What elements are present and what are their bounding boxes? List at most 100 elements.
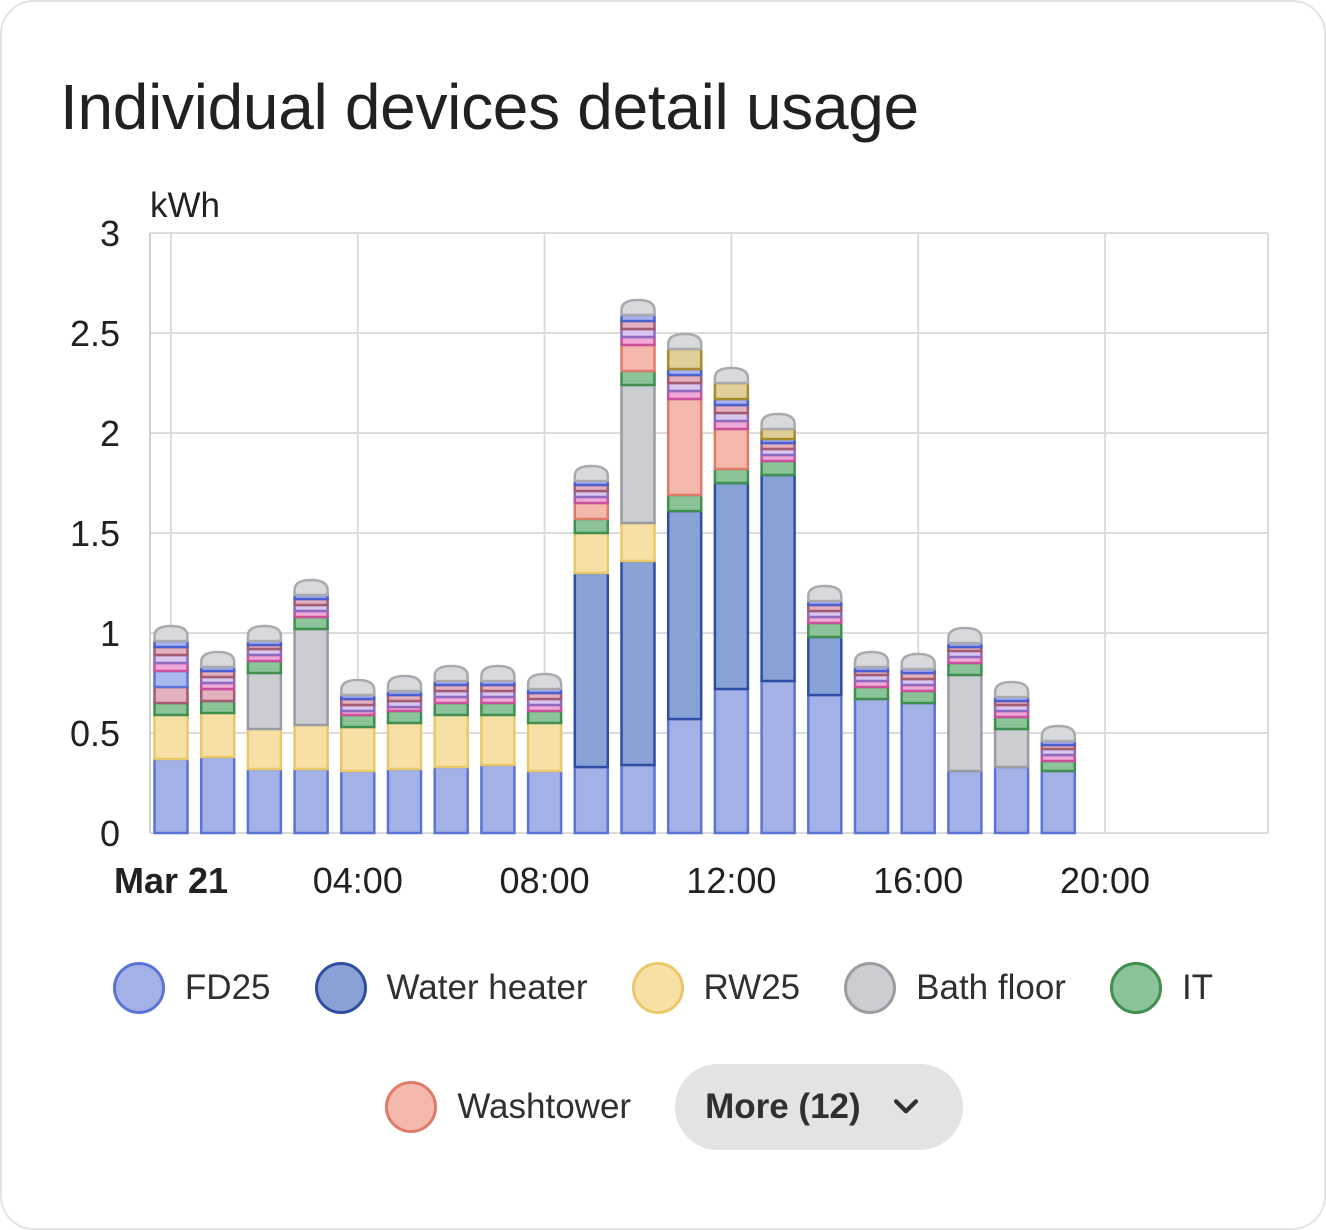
bar-segment-it[interactable]: [1040, 759, 1077, 773]
bar-segment-it[interactable]: [433, 701, 469, 717]
bar-segment-water-heater[interactable]: [760, 473, 796, 683]
bar-segment-other-a[interactable]: [153, 685, 189, 705]
bar-segment-fd25[interactable]: [340, 769, 376, 835]
bar-segment-water-heater[interactable]: [573, 571, 610, 769]
legend-item-bath-floor[interactable]: Bath floor: [844, 962, 1066, 1014]
bar-segment-it[interactable]: [760, 459, 796, 477]
bar-segment-cap[interactable]: [340, 678, 376, 697]
bar-segment-bath-floor[interactable]: [246, 671, 283, 731]
bar-segment-water-heater[interactable]: [807, 635, 843, 697]
bar-stack-0000[interactable]: [153, 624, 189, 835]
bar-segment-fd25[interactable]: [947, 769, 983, 835]
bar-segment-cap[interactable]: [246, 624, 283, 643]
bar-stack-1000[interactable]: [620, 298, 656, 835]
bar-segment-it[interactable]: [480, 701, 516, 717]
bar-segment-it[interactable]: [993, 715, 1030, 731]
bar-segment-rw25[interactable]: [246, 727, 283, 771]
bar-segment-fd25[interactable]: [433, 765, 469, 835]
bar-stack-0600[interactable]: [433, 664, 469, 835]
bar-segment-fd25[interactable]: [526, 769, 563, 835]
bar-stack-0100[interactable]: [199, 650, 236, 835]
bar-segment-it[interactable]: [947, 661, 983, 677]
bar-stack-0300[interactable]: [293, 578, 329, 835]
bar-segment-it[interactable]: [620, 369, 656, 387]
bar-segment-cap[interactable]: [993, 680, 1030, 699]
legend-item-fd25[interactable]: FD25: [112, 962, 271, 1014]
bar-segment-rw25[interactable]: [620, 521, 656, 563]
bar-segment-it[interactable]: [340, 713, 376, 729]
bar-segment-cap[interactable]: [760, 412, 796, 431]
bar-segment-it[interactable]: [900, 689, 936, 705]
bar-segment-rw25[interactable]: [573, 531, 610, 575]
bar-segment-washtower[interactable]: [666, 397, 703, 497]
bar-stack-0400[interactable]: [340, 678, 376, 835]
bar-segment-cap[interactable]: [900, 652, 936, 671]
bar-stack-0700[interactable]: [480, 664, 516, 835]
bar-segment-it[interactable]: [293, 615, 329, 631]
bar-stack-1400[interactable]: [807, 584, 843, 835]
bar-segment-cap[interactable]: [713, 366, 750, 385]
bar-segment-cap[interactable]: [1040, 724, 1077, 743]
bar-segment-fd25[interactable]: [807, 693, 843, 835]
more-series-button[interactable]: More (12): [675, 1064, 963, 1150]
bar-segment-rw25[interactable]: [386, 721, 423, 771]
bar-segment-water-heater[interactable]: [620, 559, 656, 767]
legend-item-washtower[interactable]: Washtower: [385, 1081, 631, 1133]
bar-segment-it[interactable]: [853, 685, 890, 701]
bar-segment-rw25[interactable]: [340, 725, 376, 773]
bar-segment-rw25[interactable]: [153, 713, 189, 761]
legend-item-it[interactable]: IT: [1109, 962, 1213, 1014]
bar-segment-fd25[interactable]: [153, 757, 189, 835]
bar-segment-washtower[interactable]: [713, 427, 750, 471]
bar-segment-cap[interactable]: [526, 672, 563, 691]
bar-stack-1500[interactable]: [853, 650, 890, 835]
bar-segment-washtower[interactable]: [573, 501, 610, 521]
bar-segment-bath-floor[interactable]: [947, 673, 983, 773]
bar-segment-bath-floor[interactable]: [293, 627, 329, 727]
bar-segment-cap[interactable]: [853, 650, 890, 669]
bar-segment-other-b[interactable]: [153, 669, 189, 689]
bar-segment-bath-floor[interactable]: [993, 727, 1030, 769]
bar-segment-it[interactable]: [526, 709, 563, 725]
bar-stack-1200[interactable]: [713, 366, 750, 835]
bar-stack-0900[interactable]: [573, 464, 610, 835]
bar-segment-it[interactable]: [807, 621, 843, 639]
bar-stack-0500[interactable]: [386, 674, 423, 835]
bar-segment-cap[interactable]: [480, 664, 516, 683]
legend-item-water-heater[interactable]: Water heater: [314, 962, 588, 1014]
bar-segment-cap[interactable]: [199, 650, 236, 669]
bar-segment-fd25[interactable]: [620, 763, 656, 835]
bar-segment-other-4[interactable]: [760, 427, 796, 441]
legend-item-rw25[interactable]: RW25: [631, 962, 800, 1014]
bar-segment-rw25[interactable]: [480, 713, 516, 767]
bar-segment-cap[interactable]: [153, 624, 189, 643]
bar-segment-cap[interactable]: [947, 626, 983, 645]
bar-stack-0200[interactable]: [246, 624, 283, 835]
bar-segment-fd25[interactable]: [480, 763, 516, 835]
bar-segment-it[interactable]: [573, 517, 610, 535]
bar-segment-fd25[interactable]: [386, 767, 423, 835]
bar-segment-cap[interactable]: [293, 578, 329, 597]
bar-segment-fd25[interactable]: [199, 755, 236, 835]
bar-segment-fd25[interactable]: [666, 717, 703, 835]
bar-segment-fd25[interactable]: [573, 765, 610, 835]
bar-stack-1700[interactable]: [947, 626, 983, 835]
bar-segment-fd25[interactable]: [900, 701, 936, 835]
bar-segment-rw25[interactable]: [433, 713, 469, 769]
bar-stack-1100[interactable]: [666, 332, 703, 835]
bar-segment-other-a[interactable]: [199, 687, 236, 703]
bar-segment-it[interactable]: [713, 467, 750, 485]
bar-segment-rw25[interactable]: [526, 721, 563, 773]
bar-segment-other-4[interactable]: [713, 381, 750, 401]
bar-segment-rw25[interactable]: [199, 711, 236, 759]
bar-segment-cap[interactable]: [386, 674, 423, 693]
bar-segment-cap[interactable]: [573, 464, 610, 483]
bar-segment-water-heater[interactable]: [666, 509, 703, 721]
bar-segment-fd25[interactable]: [246, 767, 283, 835]
bar-segment-cap[interactable]: [620, 298, 656, 317]
bar-segment-water-heater[interactable]: [713, 481, 750, 691]
bar-segment-fd25[interactable]: [993, 765, 1030, 835]
bar-stack-1300[interactable]: [760, 412, 796, 835]
bar-segment-fd25[interactable]: [853, 697, 890, 835]
bar-stack-0800[interactable]: [526, 672, 563, 835]
